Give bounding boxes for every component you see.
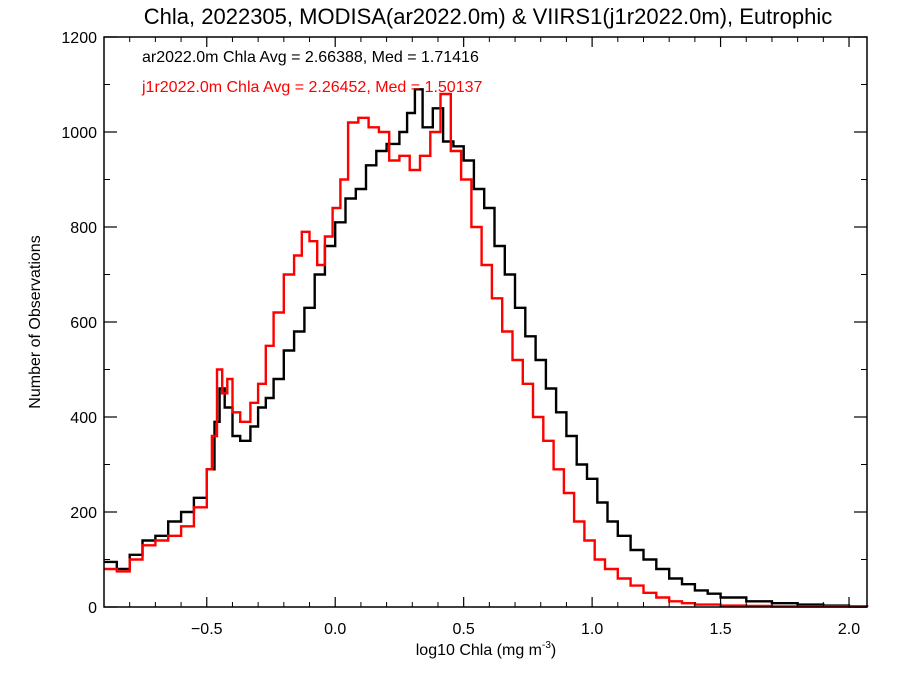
series-layer — [104, 88, 869, 608]
y-tick-label: 200 — [70, 505, 97, 522]
y-axis-label: Number of Observations — [27, 235, 44, 408]
x-axis-label-end: ) — [551, 642, 556, 659]
y-tick-label: 800 — [70, 220, 97, 237]
series-line-ar2022.0m — [104, 88, 869, 608]
y-tick-label: 1200 — [61, 30, 97, 47]
series-line-j1r2022.0m — [104, 92, 869, 608]
legend-entry-1: ar2022.0m Chla Avg = 2.66388, Med = 1.71… — [142, 49, 479, 66]
y-tick-label: 400 — [70, 410, 97, 427]
x-tick-label: 1.0 — [581, 621, 603, 638]
y-axis-ticks: 0 200 400 600 800 1000 1200 — [61, 30, 867, 617]
y-tick-label: 1000 — [61, 125, 97, 142]
x-tick-label: 0.5 — [453, 621, 475, 638]
x-axis-label-superscript: -3 — [542, 640, 551, 651]
x-axis-label-main: log10 Chla (mg m — [416, 642, 542, 659]
x-axis-ticks: −0.5 0.0 0.5 1.0 1.5 2.0 — [103, 37, 860, 638]
x-tick-label: 0.0 — [324, 621, 346, 638]
plot-frame — [103, 36, 868, 608]
x-axis-label: log10 Chla (mg m-3) — [416, 640, 557, 659]
legend-entry-2: j1r2022.0m Chla Avg = 2.26452, Med = 1.5… — [141, 79, 483, 96]
y-tick-label: 0 — [88, 600, 97, 617]
x-tick-label: 1.5 — [709, 621, 731, 638]
y-tick-label: 600 — [70, 315, 97, 332]
legend: ar2022.0m Chla Avg = 2.66388, Med = 1.71… — [141, 49, 483, 96]
x-tick-label: −0.5 — [191, 621, 223, 638]
chart-title: Chla, 2022305, MODISA(ar2022.0m) & VIIRS… — [144, 4, 832, 29]
x-tick-label: 2.0 — [838, 621, 860, 638]
